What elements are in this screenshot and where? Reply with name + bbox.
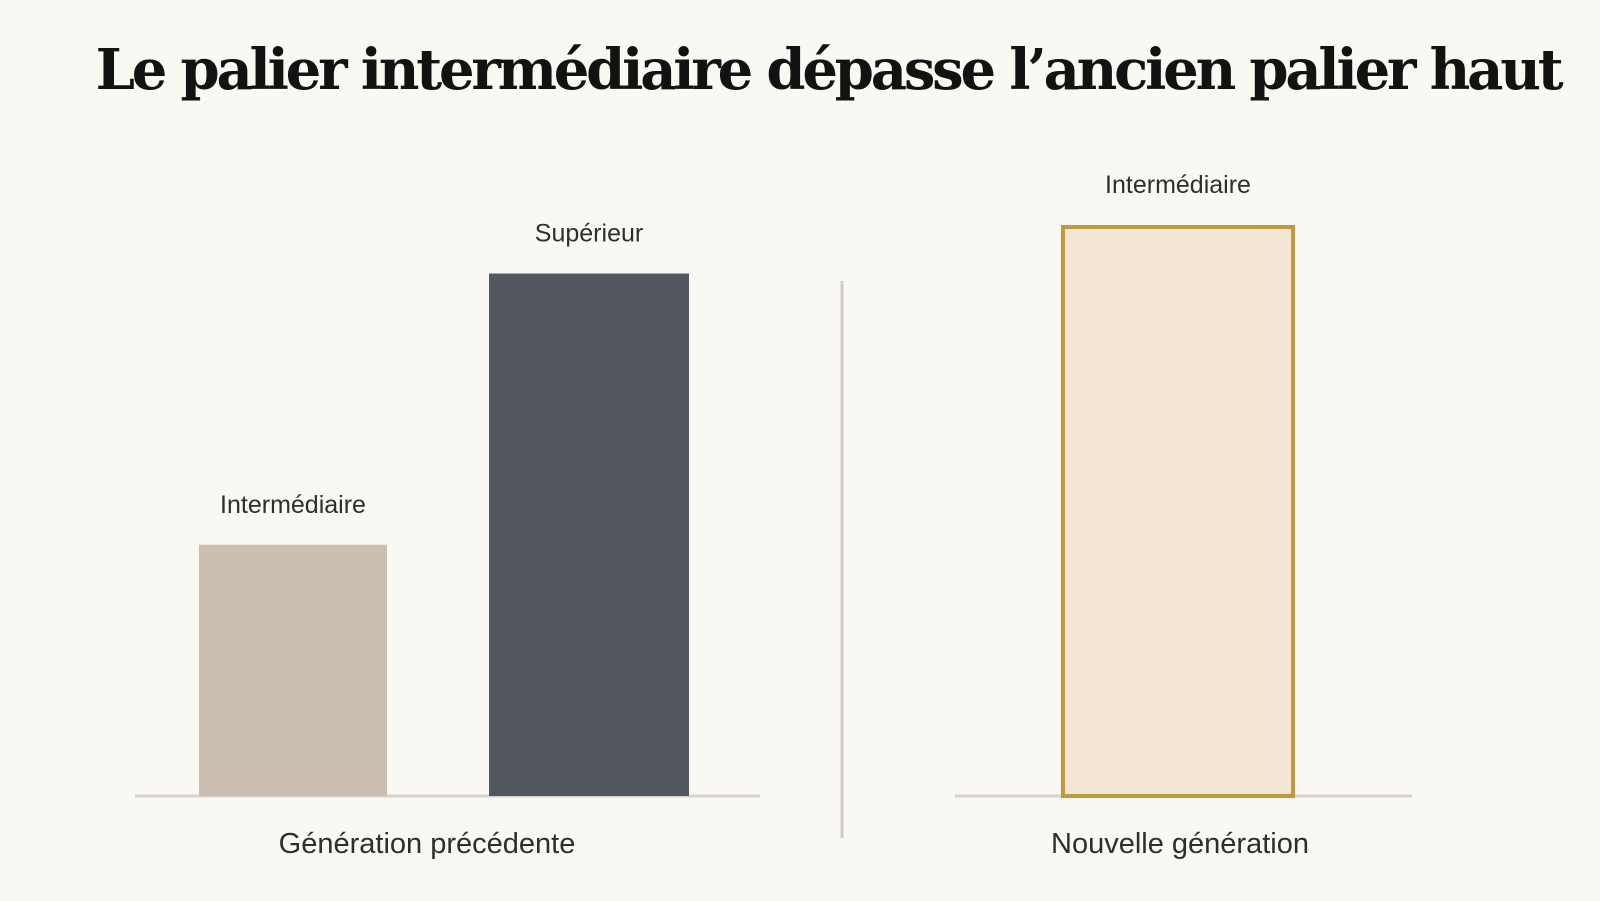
bar-new-intermediaire bbox=[1061, 225, 1295, 798]
bar-previous-intermediaire bbox=[199, 544, 387, 796]
group-label-previous-generation: Génération précédente bbox=[279, 828, 576, 860]
group-label-new-generation: Nouvelle génération bbox=[1051, 828, 1309, 860]
panel-new-generation: Intermédiaire Nouvelle génération bbox=[955, 171, 1412, 860]
bar-label-previous-superieur: Supérieur bbox=[535, 220, 643, 248]
bar-label-new-intermediaire: Intermédiaire bbox=[1105, 171, 1251, 199]
bar-previous-superieur bbox=[489, 273, 689, 796]
panel-previous-generation: Intermédiaire Supérieur Génération précé… bbox=[135, 220, 760, 860]
bar-label-previous-intermediaire: Intermédiaire bbox=[220, 491, 366, 519]
slide-title: Le palier intermédiaire dépasse l’ancien… bbox=[95, 37, 1564, 103]
